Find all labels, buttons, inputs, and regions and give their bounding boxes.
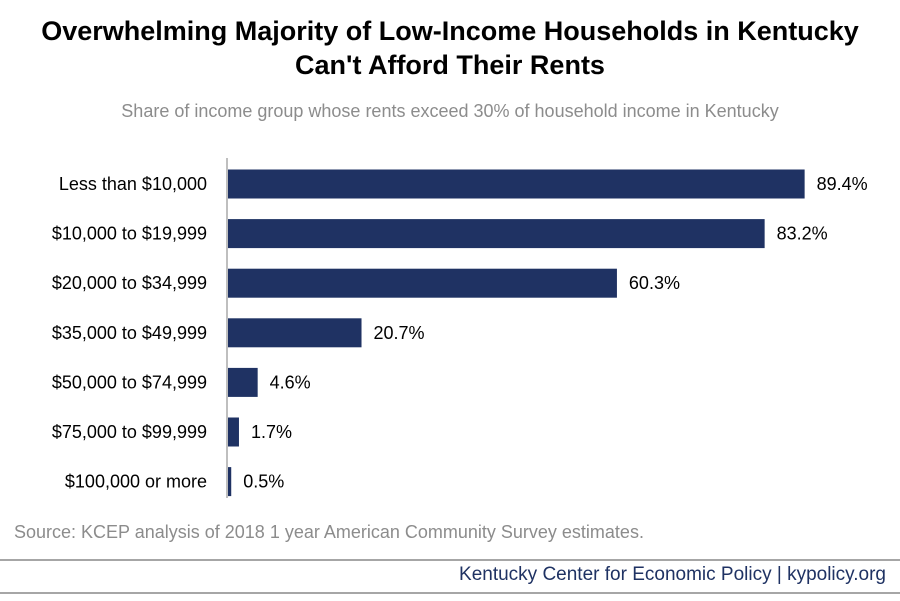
category-label: $50,000 to $74,999: [52, 372, 207, 392]
chart-subtitle: Share of income group whose rents exceed…: [121, 101, 779, 121]
value-label: 20.7%: [374, 323, 425, 343]
footer-credit: Kentucky Center for Economic Policy | ky…: [459, 564, 886, 585]
bar-chart: Less than $10,000 89.4% $10,000 to $19,999…: [52, 158, 868, 498]
source-note: Source: KCEP analysis of 2018 1 year Ame…: [14, 522, 644, 542]
category-label: Less than $10,000: [59, 174, 207, 194]
value-label: 60.3%: [629, 273, 680, 293]
category-label: $20,000 to $34,999: [52, 273, 207, 293]
value-label: 83.2%: [777, 224, 828, 244]
category-label: $35,000 to $49,999: [52, 323, 207, 343]
bar: [228, 417, 239, 447]
footer-divider-top: [0, 559, 900, 561]
category-label: $10,000 to $19,999: [52, 224, 207, 244]
bar: [228, 268, 617, 298]
chart-title-line-1: Overwhelming Majority of Low-Income Hous…: [41, 16, 859, 46]
value-label: 89.4%: [817, 174, 868, 194]
value-label: 1.7%: [251, 422, 292, 442]
value-label: 4.6%: [270, 372, 311, 392]
footer-divider-bottom: [0, 592, 900, 594]
bar: [228, 318, 362, 348]
chart-title: Overwhelming Majority of Low-Income Hous…: [0, 14, 900, 82]
value-label: 0.5%: [243, 472, 284, 492]
bar: [228, 367, 258, 397]
bar: [228, 169, 805, 199]
chart-title-line-2: Can't Afford Their Rents: [295, 50, 605, 80]
category-label: $75,000 to $99,999: [52, 422, 207, 442]
bar: [228, 467, 232, 497]
category-label: $100,000 or more: [65, 472, 207, 492]
bar: [228, 219, 765, 249]
